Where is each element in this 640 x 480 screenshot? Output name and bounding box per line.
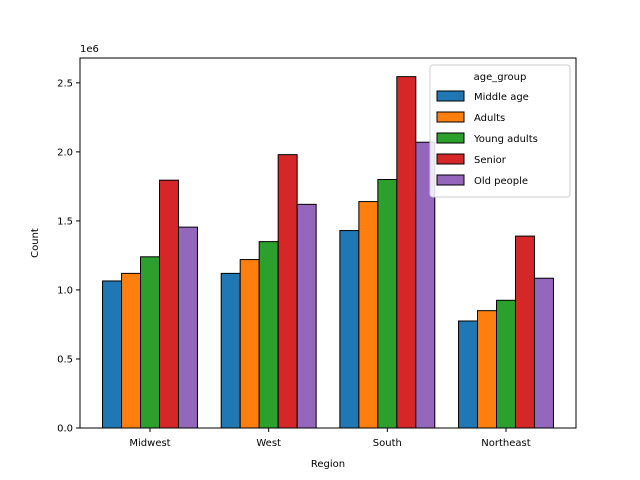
legend-swatch xyxy=(436,132,465,144)
bar-adults-west xyxy=(239,259,260,429)
x-tick-label: Northeast xyxy=(481,438,530,449)
legend-label: Middle age xyxy=(474,92,529,103)
y-tick-label: 1.0 xyxy=(57,285,73,296)
bar-adults-south xyxy=(358,201,379,429)
y-tick-label: 0.0 xyxy=(57,424,73,435)
bar-senior-northeast xyxy=(514,235,535,429)
y-offset-text: 1e6 xyxy=(80,44,99,55)
bar-middle-age-midwest xyxy=(102,280,123,429)
bar-middle-age-west xyxy=(220,272,241,429)
bar-senior-midwest xyxy=(159,179,179,429)
y-tick-label: 2.0 xyxy=(57,147,73,158)
bar-young-adults-northeast xyxy=(496,299,516,429)
plot-frame xyxy=(79,57,577,429)
y-axis: 0.0 0.5 1.0 1.5 2.0 2.5 xyxy=(57,78,80,435)
legend-title: age_group xyxy=(474,72,527,83)
bar-young-adults-midwest xyxy=(140,256,161,429)
bar-old-people-west xyxy=(296,203,317,429)
bar-senior-south xyxy=(396,76,417,429)
legend-box xyxy=(429,64,571,198)
x-tick-label: South xyxy=(373,438,402,449)
legend-label: Senior xyxy=(474,155,507,166)
legend-label: Adults xyxy=(474,113,505,124)
legend-swatch xyxy=(436,90,465,102)
x-axis-label: Region xyxy=(311,459,345,470)
legend: age_group Middle age Adults Young adults Se… xyxy=(429,64,571,198)
legend-items: Middle age Adults Young adults Senior Old pe… xyxy=(436,90,538,187)
bar-young-adults-south xyxy=(377,178,398,429)
bar-adults-northeast xyxy=(477,310,498,429)
y-axis-label: Count xyxy=(30,228,41,258)
bar-middle-age-northeast xyxy=(458,320,479,429)
x-axis: Midwest West South Northeast xyxy=(129,428,531,449)
bar-middle-age-south xyxy=(339,230,360,429)
bar-adults-midwest xyxy=(121,272,142,429)
bar-old-people-midwest xyxy=(177,226,198,429)
x-tick-label: Midwest xyxy=(129,438,170,449)
legend-label: Old people xyxy=(474,176,528,187)
legend-swatch xyxy=(436,174,465,186)
legend-label: Young adults xyxy=(473,134,538,145)
y-tick-label: 2.5 xyxy=(57,78,73,89)
y-tick-label: 0.5 xyxy=(57,354,73,365)
legend-swatch xyxy=(436,153,465,165)
y-tick-label: 1.5 xyxy=(57,216,73,227)
bar-young-adults-west xyxy=(258,241,279,429)
legend-swatch xyxy=(436,111,465,123)
bar-senior-west xyxy=(277,154,298,429)
bar-old-people-northeast xyxy=(533,277,554,429)
x-tick-label: West xyxy=(256,438,281,449)
